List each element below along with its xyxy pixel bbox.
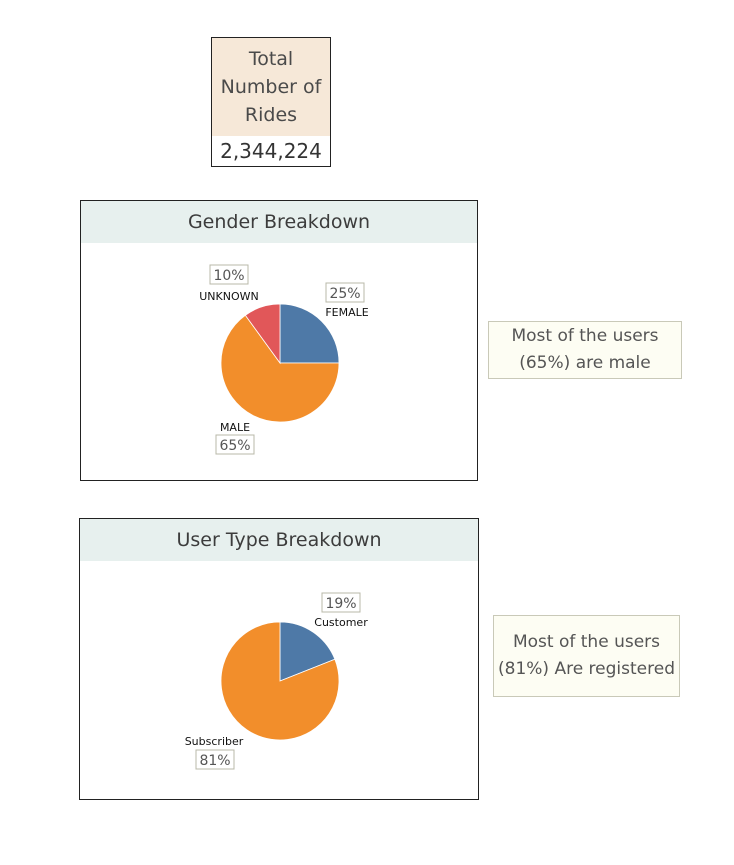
gender-chart-title: Gender Breakdown <box>81 201 477 243</box>
pct-label-subscriber: 81% <box>195 749 235 770</box>
svg-text:10%: 10% <box>213 268 244 284</box>
gender-note: Most of the users (65%) are male <box>488 321 682 379</box>
pie-slice-subscriber <box>220 621 340 741</box>
total-rides-card: Total Number of Rides 2,344,224 <box>211 37 331 167</box>
gender-pie-chart: 25% FEMALE 65% MALE 10% UNKNOWN <box>199 264 369 455</box>
user-type-breakdown-panel: User Type Breakdown 19% Customer 81% Subscr… <box>79 518 479 800</box>
category-label-customer: Customer <box>314 616 368 629</box>
user-type-chart-title: User Type Breakdown <box>80 519 478 561</box>
svg-text:25%: 25% <box>329 286 360 302</box>
category-label-subscriber: Subscriber <box>185 735 244 748</box>
gender-breakdown-panel: Gender Breakdown 25% FEMALE 65% MALE 10% UNKN… <box>80 200 478 481</box>
pct-label-male: 65% <box>215 434 255 455</box>
svg-text:65%: 65% <box>219 438 250 454</box>
svg-text:19%: 19% <box>325 596 356 612</box>
pct-label-female: 25% <box>325 282 365 303</box>
pie-slice-customer <box>279 621 336 682</box>
pct-label-customer: 19% <box>321 592 361 613</box>
total-rides-title: Total Number of Rides <box>212 38 330 136</box>
category-label-male: MALE <box>220 421 250 434</box>
user-type-pie-chart: 19% Customer 81% Subscriber <box>185 592 368 770</box>
pie-slice-unknown <box>244 303 281 365</box>
pie-slice-male <box>220 314 340 423</box>
total-rides-value: 2,344,224 <box>220 139 322 163</box>
user-type-note: Most of the users (81%) Are registered <box>493 615 680 697</box>
category-label-unknown: UNKNOWN <box>199 290 259 303</box>
pct-label-unknown: 10% <box>209 264 249 285</box>
pie-slice-female <box>279 303 340 364</box>
svg-text:81%: 81% <box>199 753 230 769</box>
category-label-female: FEMALE <box>325 306 368 319</box>
